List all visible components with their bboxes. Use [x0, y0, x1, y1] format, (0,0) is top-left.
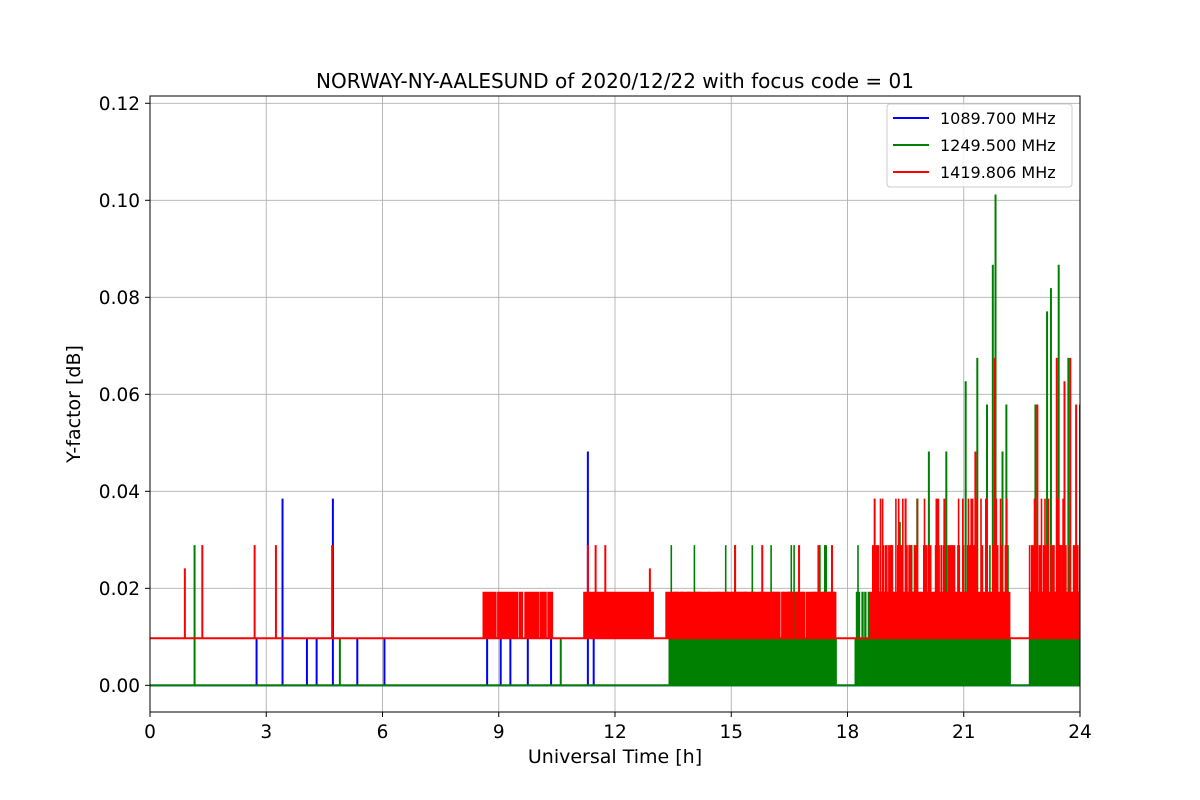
legend-label: 1419.806 MHz — [940, 163, 1056, 182]
y-tick-label: 0.00 — [99, 676, 140, 697]
ticks: 0 3 6 9 12 15 18 21 24 0.00 0.02 0.04 0.06 0.08 0.10 0.… — [99, 94, 1092, 743]
y-tick-label: 0.04 — [99, 482, 140, 503]
series-3 — [150, 357, 1080, 640]
y-tick-label: 0.12 — [99, 94, 140, 115]
y-tick-label: 0.10 — [99, 191, 140, 212]
y-tick-label: 0.02 — [99, 579, 140, 600]
x-axis-title: Universal Time [h] — [528, 746, 702, 768]
series-noise — [583, 591, 654, 639]
x-tick-label: 21 — [952, 722, 976, 743]
chart-title: NORWAY-NY-AALESUND of 2020/12/22 with fo… — [316, 69, 914, 93]
series-noise — [665, 591, 837, 639]
x-tick-label: 6 — [377, 722, 389, 743]
series-noise — [482, 591, 554, 639]
x-tick-label: 3 — [260, 722, 272, 743]
series-layer — [150, 194, 1080, 687]
x-tick-label: 0 — [144, 722, 156, 743]
y-tick-label: 0.08 — [99, 288, 140, 309]
legend-label: 1249.500 MHz — [940, 136, 1056, 155]
y-axis-title: Y-factor [dB] — [63, 345, 85, 464]
legend: 1089.700 MHz 1249.500 MHz 1419.806 MHz — [886, 103, 1073, 188]
x-tick-label: 18 — [836, 722, 860, 743]
legend-box — [886, 103, 1073, 188]
x-tick-label: 15 — [719, 722, 743, 743]
x-tick-label: 12 — [603, 722, 627, 743]
x-tick-label: 24 — [1068, 722, 1092, 743]
x-tick-label: 9 — [493, 722, 505, 743]
legend-label: 1089.700 MHz — [940, 109, 1056, 128]
y-tick-label: 0.06 — [99, 385, 140, 406]
